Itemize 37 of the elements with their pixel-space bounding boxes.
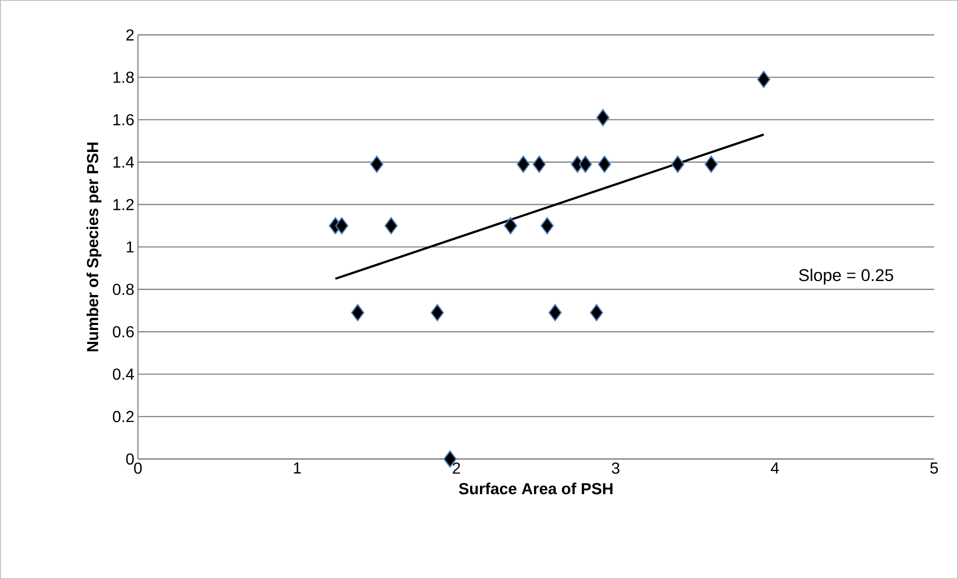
point [370, 156, 384, 173]
point [598, 156, 612, 173]
point [532, 156, 546, 173]
point [384, 217, 398, 234]
point [548, 304, 562, 322]
y-tick-label: 0 [126, 453, 134, 465]
point [430, 304, 444, 322]
point [596, 109, 610, 126]
point [540, 217, 554, 234]
point [351, 304, 364, 322]
y-tick-label: 0.4 [112, 368, 134, 380]
point [335, 217, 348, 234]
point [590, 304, 604, 322]
x-tick-label: 1 [294, 462, 301, 474]
x-axis-title: Surface Area of PSH [458, 482, 612, 494]
x-tick-label: 2 [452, 462, 460, 474]
y-tick-label: 1.6 [113, 114, 134, 126]
point [504, 217, 518, 234]
x-tick-label: 3 [612, 462, 620, 474]
y-tick-label: 0.2 [112, 410, 134, 422]
x-tick-label: 4 [770, 462, 779, 474]
y-tick-label: 0.6 [112, 326, 134, 338]
x-tick-label: 0 [134, 462, 142, 474]
point [757, 70, 770, 88]
y-tick-label: 1.8 [113, 72, 134, 83]
point [671, 156, 684, 173]
y-tick-label: 1.4 [113, 156, 134, 168]
point [578, 156, 592, 173]
y-tick-label: 1.2 [113, 199, 134, 210]
x-tick-label: 5 [930, 462, 938, 474]
point [704, 156, 718, 173]
annotation: Slope = 0.25 [799, 268, 894, 285]
y-axis-title: Number of Species per PSH [86, 142, 102, 352]
y-tick-label: 1 [126, 241, 134, 252]
y-tick-label: 2 [126, 29, 134, 41]
point [516, 156, 530, 173]
y-tick-label: 0.8 [112, 284, 134, 296]
